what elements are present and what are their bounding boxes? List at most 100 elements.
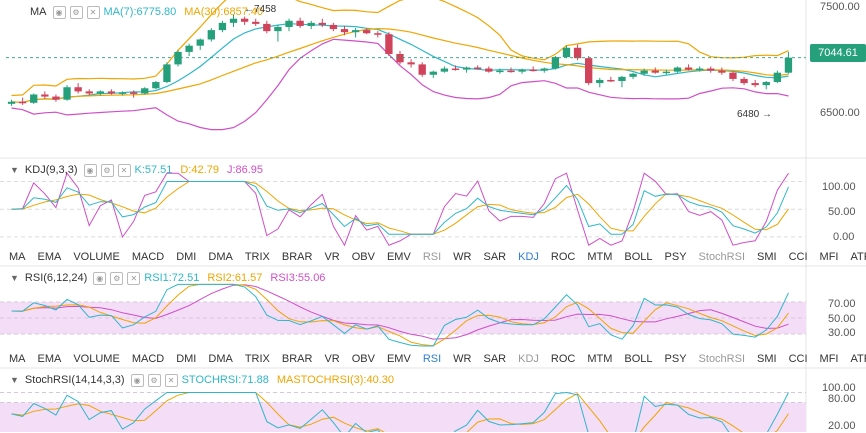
tab-cci[interactable]: CCI (788, 353, 808, 365)
chevron-down-icon[interactable]: ▼ (10, 375, 19, 385)
candle-body (540, 68, 548, 71)
tab-macd[interactable]: MACD (131, 353, 165, 365)
close-icon[interactable]: ✕ (117, 163, 131, 177)
tab-kdj[interactable]: KDJ (518, 251, 539, 263)
tab-boll[interactable]: BOLL (624, 353, 653, 365)
tab-ma[interactable]: MA (9, 353, 26, 365)
tab-obv[interactable]: OBV (351, 353, 375, 365)
tab-mfi[interactable]: MFI (819, 251, 839, 263)
tab-dmi[interactable]: DMI (176, 353, 197, 365)
tab-trix[interactable]: TRIX (244, 251, 270, 263)
candle-body (707, 68, 715, 71)
tab-trix[interactable]: TRIX (244, 353, 270, 365)
tab-emv[interactable]: EMV (386, 251, 411, 263)
eye-icon[interactable]: ◉ (52, 5, 66, 19)
tab-rsi[interactable]: RSI (422, 353, 442, 365)
tab-dma[interactable]: DMA (208, 353, 233, 365)
chevron-down-icon[interactable]: ▼ (10, 165, 19, 175)
rsi3-line (11, 284, 789, 340)
tab-cci[interactable]: CCI (788, 251, 808, 263)
tab-ema[interactable]: EMA (37, 353, 62, 365)
candle-body (529, 69, 537, 72)
candle-body (363, 30, 371, 34)
tab-mfi[interactable]: MFI (819, 353, 839, 365)
tab-roc[interactable]: ROC (550, 353, 576, 365)
tab-smi[interactable]: SMI (757, 353, 777, 365)
candle-body (518, 69, 526, 72)
candle-body (607, 79, 615, 82)
tab-mtm[interactable]: MTM (587, 251, 613, 263)
mastochrsi-line (11, 392, 789, 432)
tab-atr[interactable]: ATR (850, 251, 866, 263)
tab-kdj[interactable]: KDJ (518, 353, 539, 365)
rsi3-value: RSI3:55.06 (270, 272, 326, 284)
tab-rsi[interactable]: RSI (422, 251, 442, 263)
eye-icon[interactable]: ◉ (130, 373, 144, 387)
high-annotation: ←7458 (244, 4, 277, 15)
candle-body (252, 21, 260, 24)
gear-icon[interactable]: ⚙ (110, 271, 124, 285)
stoch-tick-20: 20.00 (828, 420, 856, 432)
tab-dmi[interactable]: DMI (176, 251, 197, 263)
tab-roc[interactable]: ROC (550, 251, 576, 263)
candle-body (407, 62, 415, 65)
candle-body (507, 70, 515, 73)
candle-body (141, 88, 149, 94)
tab-stochrsi[interactable]: StochRSI (698, 251, 746, 263)
candle-body (74, 87, 82, 92)
candle-body (640, 70, 648, 74)
tab-brar[interactable]: BRAR (281, 353, 313, 365)
close-icon[interactable]: ✕ (127, 271, 141, 285)
candle-body (629, 73, 637, 77)
tab-sar[interactable]: SAR (483, 353, 507, 365)
price-tick-high: 7500.00 (820, 1, 860, 13)
tab-vr[interactable]: VR (324, 353, 340, 365)
tab-obv[interactable]: OBV (351, 251, 375, 263)
tab-volume[interactable]: VOLUME (73, 353, 120, 365)
tab-ema[interactable]: EMA (37, 251, 62, 263)
gear-icon[interactable]: ⚙ (69, 5, 83, 19)
tab-volume[interactable]: VOLUME (73, 251, 120, 263)
tab-ma[interactable]: MA (9, 251, 26, 263)
tab-brar[interactable]: BRAR (281, 251, 313, 263)
boll-lower-line (11, 38, 789, 131)
tab-stochrsi[interactable]: StochRSI (698, 353, 746, 365)
close-icon[interactable]: ✕ (86, 5, 100, 19)
close-icon[interactable]: ✕ (164, 373, 178, 387)
tab-atr[interactable]: ATR (850, 353, 866, 365)
candle-body (285, 20, 293, 27)
gear-icon[interactable]: ⚙ (100, 163, 114, 177)
tab-wr[interactable]: WR (453, 353, 472, 365)
gear-icon[interactable]: ⚙ (147, 373, 161, 387)
kdj-d-value: D:42.79 (180, 164, 219, 176)
tab-vr[interactable]: VR (324, 251, 340, 263)
tab-dma[interactable]: DMA (208, 251, 233, 263)
candle-body (318, 22, 326, 25)
low-annotation: 6480 → (737, 109, 773, 120)
tab-boll[interactable]: BOLL (624, 251, 653, 263)
tab-macd[interactable]: MACD (131, 251, 165, 263)
tab-mtm[interactable]: MTM (587, 353, 613, 365)
eye-icon[interactable]: ◉ (93, 271, 107, 285)
candle-body (684, 67, 693, 70)
ma30-line (11, 27, 789, 103)
stochrsi-line (11, 391, 789, 432)
tab-psy[interactable]: PSY (664, 353, 687, 365)
tab-psy[interactable]: PSY (664, 251, 687, 263)
candle-body (129, 92, 138, 94)
current-price-tag: 7044.61 (810, 44, 866, 62)
tab-emv[interactable]: EMV (386, 353, 411, 365)
tab-sar[interactable]: SAR (483, 251, 507, 263)
tab-wr[interactable]: WR (453, 251, 472, 263)
candle-body (30, 94, 38, 103)
stochrsi-legend: ▼ StochRSI(14,14,3,3) ◉ ⚙ ✕ STOCHRSI:71.… (10, 373, 402, 387)
chevron-down-icon[interactable]: ▼ (10, 273, 19, 283)
indicator-tabs-2: MA EMA VOLUME MACD DMI DMA TRIX BRAR VR OBV EMV RSI… (0, 351, 866, 367)
candle-body (773, 72, 782, 83)
low-annotation-value: 6480 (737, 109, 760, 120)
kdj-j-line (11, 172, 789, 247)
eye-icon[interactable]: ◉ (83, 163, 97, 177)
tab-smi[interactable]: SMI (757, 251, 777, 263)
candle-body (662, 71, 671, 74)
